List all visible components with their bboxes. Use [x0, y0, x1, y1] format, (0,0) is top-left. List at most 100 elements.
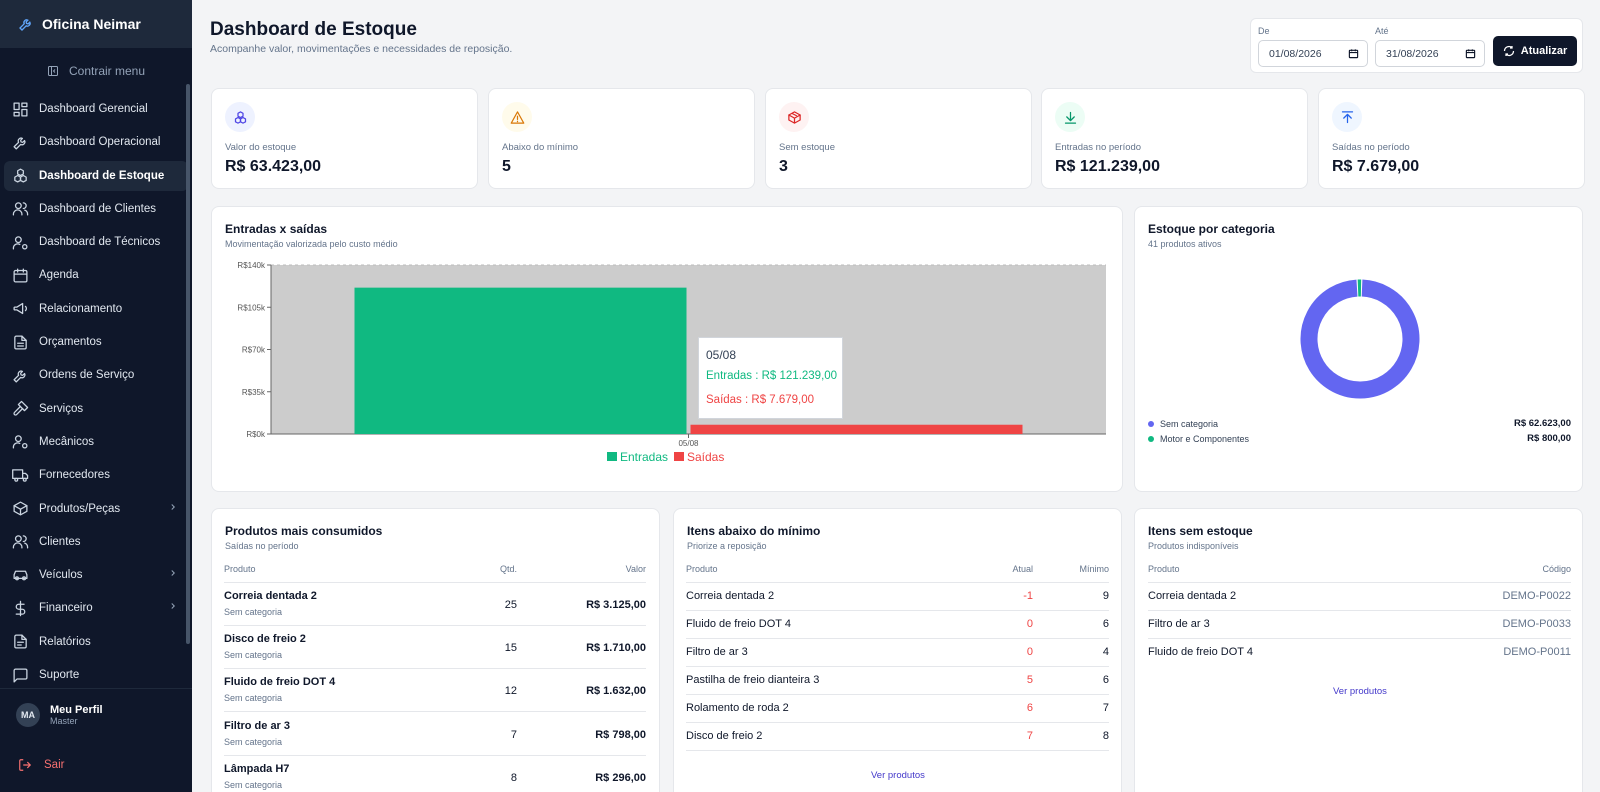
product-name: Correia dentada 2 [686, 590, 775, 602]
current-stock: -1 [1023, 590, 1033, 602]
wrench-icon [13, 137, 26, 150]
kpi-label: Abaixo do mínimo [502, 142, 579, 153]
sidebar-item-dashboard-de-clientes[interactable]: Dashboard de Clientes [4, 194, 188, 224]
sidebar-item-label: Veículos [39, 569, 83, 582]
legend-value: R$ 62.623,00 [1513, 418, 1571, 429]
sidebar-item-ordens-de-servico[interactable]: Ordens de Serviço [4, 360, 188, 390]
user-gear-icon [12, 235, 28, 250]
sidebar-collapse-icon [47, 66, 58, 76]
table-header: Atual [1012, 564, 1033, 574]
row-divider [1148, 610, 1571, 611]
sidebar-scrollbar[interactable] [186, 84, 190, 644]
kpi-value: 3 [779, 158, 788, 175]
legend-item: Motor e Componentes [1148, 434, 1249, 444]
movements-bar-chart: R$0k R$35k R$70k R$105k R$140k 05/08 Entradas S… [237, 261, 1106, 464]
document-icon [14, 335, 27, 350]
value: R$ 1.710,00 [586, 642, 646, 655]
min-stock: 6 [1102, 674, 1109, 686]
kpi-card: Saídas no período R$ 7.679,00 [1318, 88, 1585, 189]
current-stock: 0 [1026, 618, 1033, 630]
sidebar-item-mecanicos[interactable]: Mecânicos [4, 427, 188, 457]
logout-icon [19, 759, 32, 771]
view-products-link[interactable]: Ver produtos [871, 770, 925, 781]
bar-entradas [354, 287, 687, 434]
date-from-input[interactable]: 01/08/2026 [1258, 40, 1368, 67]
view-products-link[interactable]: Ver produtos [1333, 686, 1387, 697]
chat-icon [13, 668, 28, 683]
collapse-menu-button[interactable]: Contrair menu [0, 48, 192, 94]
grid-icon [13, 101, 28, 117]
sidebar-item-agenda[interactable]: Agenda [4, 260, 188, 290]
date-from-label: De [1258, 26, 1270, 36]
quantity: 12 [504, 685, 517, 698]
row-divider [686, 694, 1109, 695]
collapse-menu-label: Contrair menu [68, 64, 146, 78]
current-stock: 0 [1026, 646, 1033, 658]
sidebar: Oficina Neimar Contrair menu Dashboard G… [0, 0, 192, 792]
min-stock: 8 [1102, 730, 1109, 742]
sidebar-item-orcamentos[interactable]: Orçamentos [4, 327, 188, 357]
sidebar-item-clientes[interactable]: Clientes [4, 527, 188, 557]
sidebar-item-servicos[interactable]: Serviços [4, 394, 188, 424]
calendar-icon[interactable] [1348, 48, 1359, 59]
sidebar-item-produtos-pecas[interactable]: Produtos/Peças [4, 494, 188, 524]
product-category: Sem categoria [224, 779, 283, 790]
sidebar-item-relacionamento[interactable]: Relacionamento [4, 294, 188, 324]
most-consumed-title: Produtos mais consumidos [225, 524, 383, 538]
min-stock: 9 [1102, 590, 1109, 602]
sidebar-item-fornecedores[interactable]: Fornecedores [4, 460, 188, 490]
quantity: 25 [504, 599, 517, 611]
y-tick-label: R$140k [237, 261, 266, 270]
legend-label: Saídas [687, 450, 724, 464]
sidebar-item-suporte[interactable]: Suporte [4, 660, 188, 690]
page-title: Dashboard de Estoque [210, 19, 417, 40]
row-divider [686, 582, 1109, 583]
calendar-icon[interactable] [1465, 48, 1476, 59]
profile-button[interactable]: MA Meu Perfil Master [0, 688, 192, 727]
sidebar-item-relatorios[interactable]: Relatórios [4, 627, 188, 657]
kpi-card: Abaixo do mínimo 5 [488, 88, 755, 189]
logout-button[interactable]: Sair [18, 758, 64, 772]
brand[interactable]: Oficina Neimar [0, 0, 192, 48]
most-consumed-subtitle: Saídas no período [225, 541, 299, 551]
sidebar-item-dashboard-de-estoque[interactable]: Dashboard de Estoque [4, 160, 188, 191]
donut-slice[interactable] [1300, 279, 1420, 399]
y-tick-label: R$35k [242, 388, 266, 397]
sidebar-item-label: Relatórios [39, 635, 91, 648]
chart-title: Entradas x saídas [225, 222, 328, 236]
kpi-icon-badge [1055, 102, 1085, 132]
kpi-value: R$ 121.239,00 [1055, 158, 1160, 175]
kpi-value: R$ 7.679,00 [1332, 158, 1420, 175]
product-name: Pastilha de freio dianteira 3 [686, 674, 820, 686]
table-header: Código [1542, 564, 1571, 574]
out-of-stock-subtitle: Produtos indisponíveis [1148, 541, 1239, 551]
below-min-subtitle: Priorize a reposição [687, 541, 767, 551]
value: R$ 1.632,00 [586, 685, 646, 698]
calendar-icon [13, 268, 28, 283]
category-chart-card: Estoque por categoria 41 produtos ativos [1134, 206, 1583, 492]
page-subtitle: Acompanhe valor, movimentações e necessi… [210, 43, 513, 55]
sidebar-item-dashboard-gerencial[interactable]: Dashboard Gerencial [4, 94, 188, 124]
date-to-input[interactable]: 31/08/2026 [1375, 40, 1485, 67]
quantity: 7 [510, 728, 517, 741]
sidebar-item-dashboard-operacional[interactable]: Dashboard Operacional [4, 127, 188, 157]
tooltip-entradas: Entradas : R$ 121.239,00 [706, 370, 838, 382]
product-category: Sem categoria [224, 650, 283, 661]
legend-label: Entradas [620, 450, 668, 464]
product-name: Lâmpada H7 [224, 762, 290, 775]
kpi-label: Sem estoque [779, 142, 835, 153]
sidebar-item-dashboard-de-tecnicos[interactable]: Dashboard de Técnicos [4, 227, 188, 257]
product-name: Disco de freio 2 [686, 730, 763, 742]
megaphone-icon [13, 303, 28, 315]
kpi-value: 5 [502, 158, 511, 175]
kpi-label: Entradas no período [1055, 142, 1142, 153]
sidebar-item-veiculos[interactable]: Veículos [4, 560, 188, 590]
sidebar-item-financeiro[interactable]: Financeiro [4, 593, 188, 623]
sidebar-item-label: Dashboard Gerencial [39, 103, 148, 115]
refresh-button[interactable]: Atualizar [1493, 36, 1577, 66]
row-divider [224, 668, 646, 670]
sidebar-item-label: Produtos/Peças [39, 502, 121, 515]
category-chart-title: Estoque por categoria [1148, 222, 1275, 236]
y-tick-label: R$105k [237, 303, 266, 312]
sidebar-item-label: Serviços [39, 402, 84, 415]
